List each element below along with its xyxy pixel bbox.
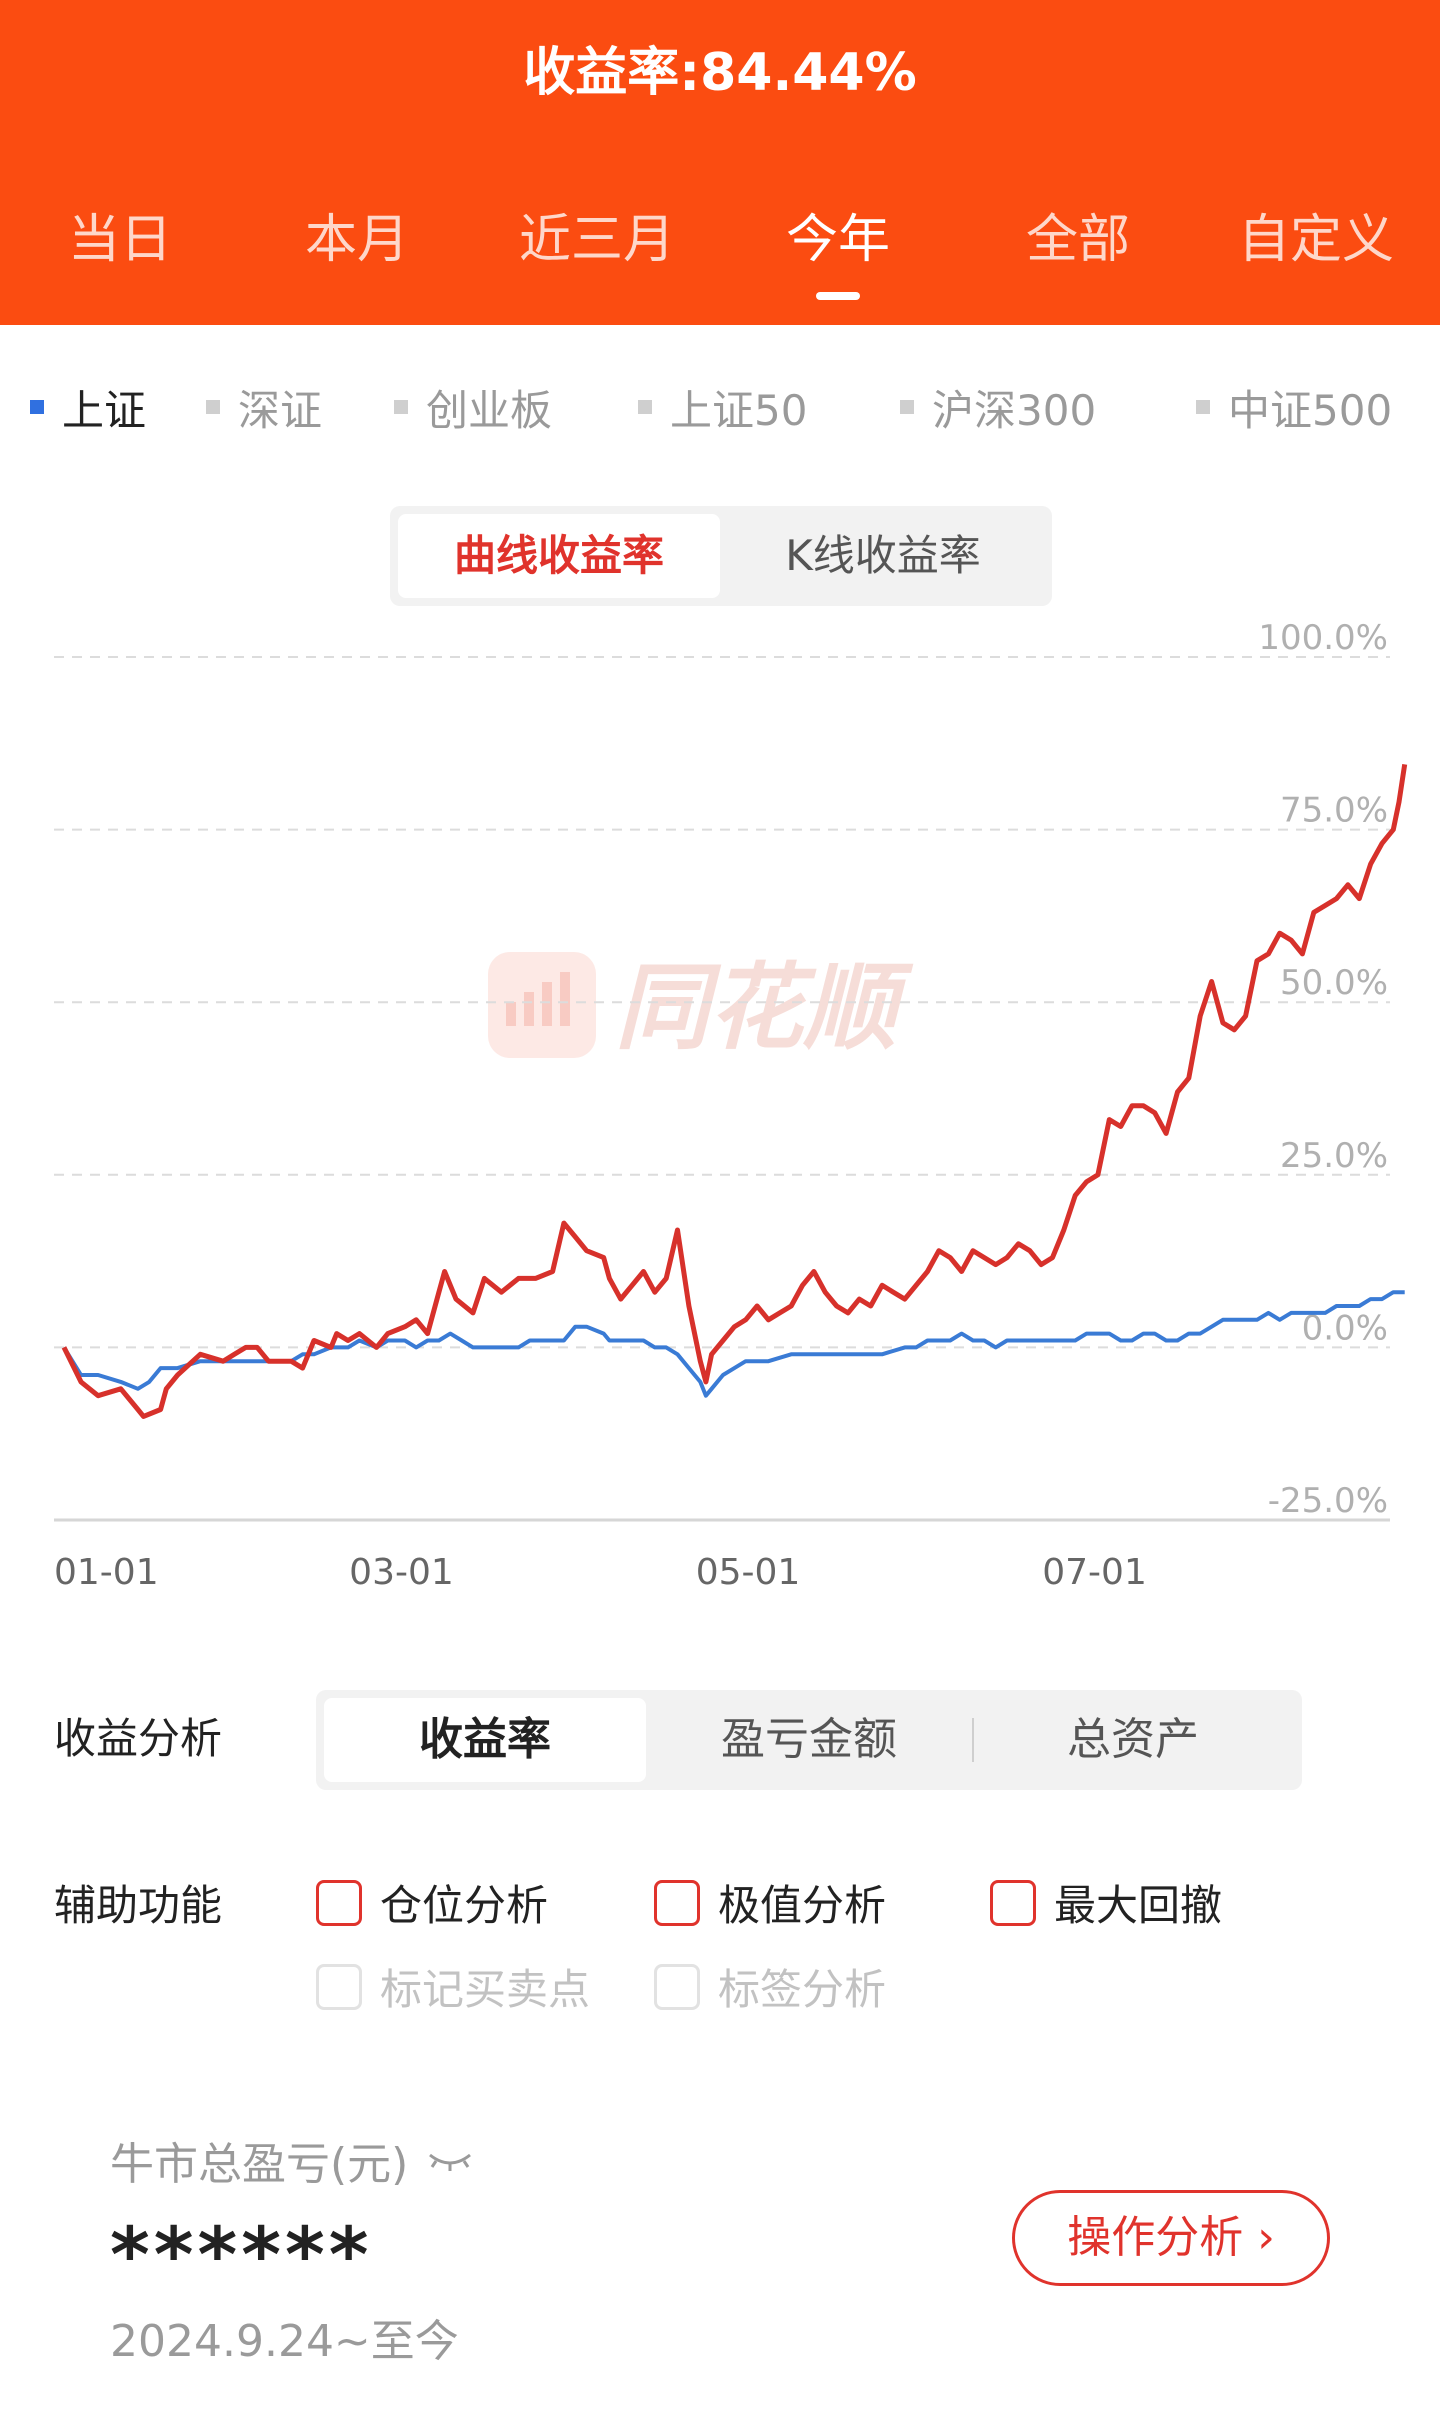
index-csi300[interactable]: 沪深300 <box>900 372 1096 442</box>
legend-square-icon <box>206 400 220 414</box>
total-assets-option[interactable]: 总资产 <box>1067 1714 1199 1765</box>
index-chinext[interactable]: 创业板 <box>394 372 552 442</box>
watermark-bar-icon <box>524 992 534 1026</box>
tab-custom[interactable]: 自定义 <box>1237 210 1394 270</box>
tab-all[interactable]: 全部 <box>1025 210 1130 270</box>
watermark-bar-icon <box>560 972 570 1026</box>
x-tick-label: 07-01 <box>1042 1552 1147 1593</box>
index-label: 深证 <box>238 385 323 435</box>
watermark: 同花顺 <box>488 952 914 1063</box>
legend-square-icon <box>30 400 44 414</box>
index-label: 中证500 <box>1228 385 1393 435</box>
index-label: 上证 <box>62 385 147 435</box>
checkbox-label: 标签分析 <box>718 1965 887 2014</box>
eye-closed-icon[interactable] <box>426 2145 474 2175</box>
watermark-bar-icon <box>506 1002 516 1026</box>
legend-square-icon <box>638 400 652 414</box>
checkbox-label: 极值分析 <box>718 1881 887 1930</box>
index-label: 创业板 <box>426 385 553 435</box>
analysis-toggle: 收益率 盈亏金额 总资产 <box>316 1690 1302 1790</box>
aux-functions-label: 辅助功能 <box>54 1881 223 1930</box>
portfolio-return-line <box>61 764 1408 1419</box>
header-bar: 收益率:84.44% 当日 本月 近三月 今年 全部 自定义 <box>0 0 1440 325</box>
index-return-line <box>62 1290 1405 1398</box>
operation-analysis-button[interactable]: 操作分析 › <box>1012 2190 1330 2286</box>
checkbox-icon <box>990 1879 1036 1926</box>
pl-date-range: 2024.9.24~至今 <box>110 2316 459 2367</box>
tab-this-year[interactable]: 今年 <box>785 210 890 270</box>
curve-return-button[interactable]: 曲线收益率 <box>398 514 720 598</box>
index-label: 上证50 <box>670 385 808 435</box>
return-rate-title: 收益率:84.44% <box>523 43 917 103</box>
y-tick-label: -25.0% <box>1268 1481 1388 1521</box>
x-tick-label: 05-01 <box>696 1552 801 1593</box>
y-tick-label: 25.0% <box>1280 1136 1388 1176</box>
index-shanghai[interactable]: 上证 <box>30 372 146 442</box>
index-sse50[interactable]: 上证50 <box>638 372 807 442</box>
analysis-label: 收益分析 <box>54 1714 223 1763</box>
tab-this-month[interactable]: 本月 <box>304 210 409 270</box>
pl-label-text: 牛市总盈亏(元) <box>110 2139 409 2190</box>
return-chart: 同花顺 100.0% 75.0% 50.0% 25.0% 0.0% -25.0% 01-0… <box>0 600 1440 1600</box>
period-tabs: 当日 本月 近三月 今年 全部 自定义 <box>0 200 1440 280</box>
tab-recent-three-months[interactable]: 近三月 <box>518 210 675 270</box>
checkbox-label: 标记买卖点 <box>380 1965 591 2014</box>
pl-value-hidden: ****** <box>110 2210 373 2299</box>
segment-divider <box>972 1718 974 1762</box>
watermark-text: 同花顺 <box>615 954 914 1063</box>
legend-square-icon <box>900 400 914 414</box>
return-rate-option[interactable]: 收益率 <box>324 1698 646 1782</box>
bull-market-pl-label: 牛市总盈亏(元) <box>110 2128 474 2192</box>
max-drawdown-checkbox[interactable]: 最大回撤 <box>990 1872 1222 1933</box>
y-tick-label: 50.0% <box>1280 963 1388 1003</box>
profit-loss-amount-option[interactable]: 盈亏金额 <box>721 1714 897 1765</box>
checkbox-icon <box>654 1963 700 2010</box>
chart-type-toggle: 曲线收益率 K线收益率 <box>390 506 1052 606</box>
x-tick-label: 03-01 <box>349 1552 454 1593</box>
kline-return-button[interactable]: K线收益率 <box>785 531 981 580</box>
position-analysis-checkbox[interactable]: 仓位分析 <box>316 1872 548 1933</box>
watermark-bar-icon <box>542 982 552 1026</box>
checkbox-icon <box>654 1879 700 1926</box>
y-tick-label: 100.0% <box>1258 618 1388 658</box>
index-selector: 上证 深证 创业板 上证50 沪深300 中证500 <box>0 372 1440 442</box>
legend-square-icon <box>394 400 408 414</box>
checkbox-label: 最大回撤 <box>1054 1881 1223 1930</box>
checkbox-icon <box>316 1963 362 2010</box>
index-label: 沪深300 <box>932 385 1097 435</box>
y-tick-label: 0.0% <box>1302 1308 1388 1348</box>
checkbox-icon <box>316 1879 362 1926</box>
index-csi500[interactable]: 中证500 <box>1196 372 1392 442</box>
active-tab-indicator <box>816 292 860 300</box>
extreme-value-checkbox[interactable]: 极值分析 <box>654 1872 886 1933</box>
mark-trades-checkbox: 标记买卖点 <box>316 1956 590 2017</box>
legend-square-icon <box>1196 400 1210 414</box>
tab-today[interactable]: 当日 <box>67 210 172 270</box>
checkbox-label: 仓位分析 <box>380 1881 549 1930</box>
x-tick-label: 01-01 <box>54 1552 159 1593</box>
tag-analysis-checkbox: 标签分析 <box>654 1956 886 2017</box>
return-chart-svg: 同花顺 100.0% 75.0% 50.0% 25.0% 0.0% -25.0% 01-0… <box>54 618 1408 1593</box>
y-tick-label: 75.0% <box>1280 791 1388 831</box>
index-shenzhen[interactable]: 深证 <box>206 372 322 442</box>
